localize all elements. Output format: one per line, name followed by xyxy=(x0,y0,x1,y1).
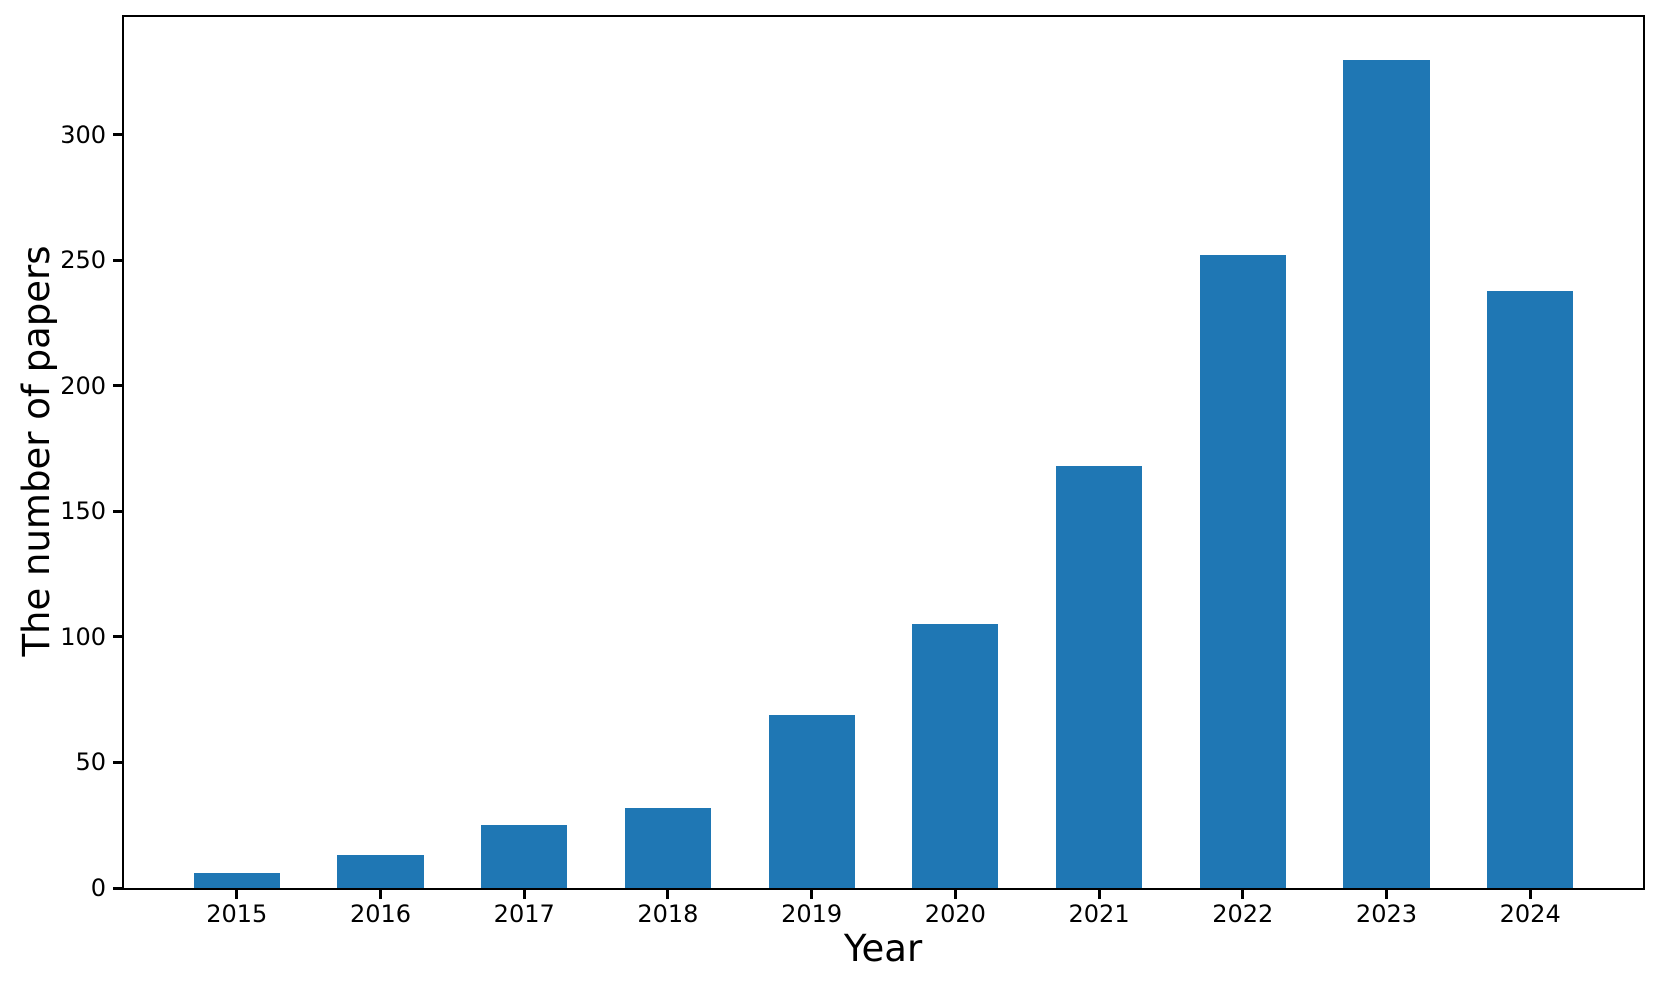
y-tick-label-300: 300 xyxy=(60,120,106,149)
bar-2016 xyxy=(337,855,424,888)
x-tick-label-2021: 2021 xyxy=(1068,900,1130,928)
x-tick-mark-2019 xyxy=(810,890,814,899)
bar-2020 xyxy=(912,624,999,888)
x-tick-mark-2024 xyxy=(1528,890,1532,899)
bar-2021 xyxy=(1055,466,1143,888)
x-tick-label-2016: 2016 xyxy=(349,900,412,928)
x-tick-label-2020: 2020 xyxy=(924,900,986,928)
x-axis-label: Year xyxy=(843,927,923,970)
y-tick-mark-50 xyxy=(113,760,122,764)
bar-2022 xyxy=(1199,255,1286,888)
x-tick-mark-2017 xyxy=(522,890,526,899)
x-tick-mark-2020 xyxy=(953,890,957,899)
x-tick-label-2024: 2024 xyxy=(1499,900,1561,928)
x-tick-mark-2022 xyxy=(1241,890,1245,899)
y-tick-mark-0 xyxy=(113,886,122,890)
x-tick-label-2015: 2015 xyxy=(206,900,268,928)
y-tick-mark-250 xyxy=(113,258,122,262)
y-tick-label-0: 0 xyxy=(90,874,106,902)
y-tick-label-250: 250 xyxy=(60,246,106,275)
x-tick-mark-2023 xyxy=(1384,890,1388,899)
bar-2018 xyxy=(624,807,712,888)
plot-area xyxy=(122,15,1645,890)
y-tick-label-50: 50 xyxy=(75,748,106,777)
y-tick-mark-150 xyxy=(113,509,122,513)
x-tick-label-2023: 2023 xyxy=(1355,900,1417,928)
x-tick-mark-2021 xyxy=(1097,890,1101,899)
y-tick-label-200: 200 xyxy=(60,371,106,400)
bar-2019 xyxy=(768,714,855,888)
y-axis-label: The number of papers xyxy=(15,245,58,657)
x-tick-label-2017: 2017 xyxy=(493,900,555,928)
x-tick-label-2022: 2022 xyxy=(1212,900,1274,928)
x-tick-mark-2015 xyxy=(235,890,239,899)
x-tick-mark-2016 xyxy=(379,890,383,899)
x-tick-label-2019: 2019 xyxy=(781,900,843,928)
y-tick-label-150: 150 xyxy=(60,497,106,526)
bar-2024 xyxy=(1487,290,1574,888)
y-tick-mark-300 xyxy=(113,133,122,137)
x-tick-label-2018: 2018 xyxy=(637,900,699,928)
y-tick-mark-100 xyxy=(113,635,122,639)
x-tick-mark-2018 xyxy=(666,890,670,899)
bar-2017 xyxy=(481,825,568,888)
bar-2023 xyxy=(1343,59,1430,888)
bar-2015 xyxy=(193,872,280,888)
y-tick-label-100: 100 xyxy=(60,622,106,651)
y-tick-mark-200 xyxy=(113,384,122,388)
